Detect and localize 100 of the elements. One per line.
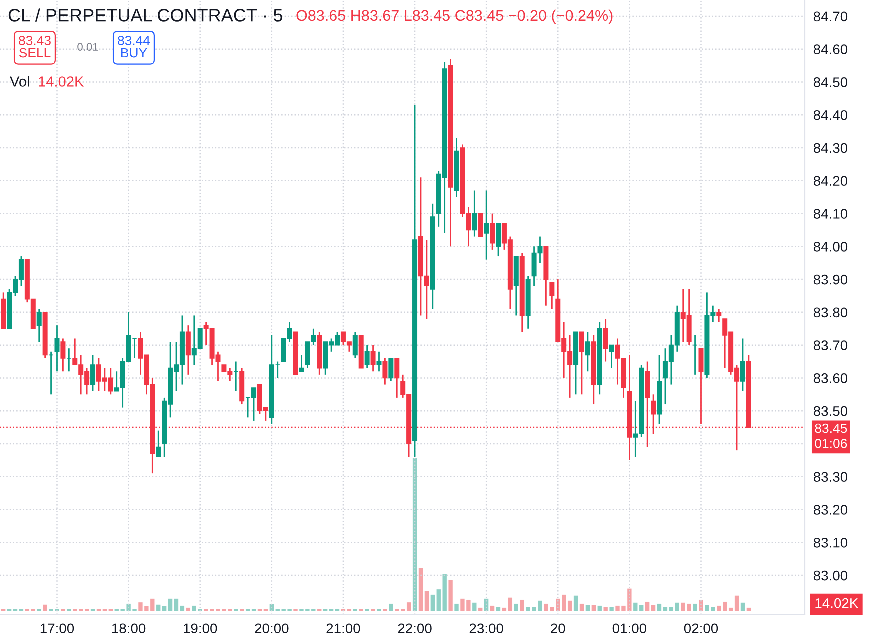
x-tick-label: 19:00 [184, 624, 218, 634]
candlestick [490, 213, 496, 251]
bar [740, 602, 746, 611]
y-tick-label: 84.70 [814, 12, 848, 22]
bar [562, 594, 566, 611]
x-tick-label: 02:00 [684, 624, 718, 634]
candlestick [60, 338, 66, 372]
x-tick-label: 22:00 [398, 624, 432, 634]
candlestick [698, 348, 704, 425]
bar [675, 602, 680, 611]
bar [699, 600, 704, 611]
y-tick-label: 83.30 [814, 472, 848, 482]
candlestick [352, 331, 358, 360]
y-tick-label: 83.70 [814, 340, 848, 350]
candlestick [496, 222, 502, 258]
bar [496, 607, 501, 611]
y-tick-label: 84.50 [814, 78, 848, 88]
annotation: 83.43 SELL [19, 36, 51, 58]
bar [604, 607, 608, 611]
bar [723, 602, 728, 611]
candlestick [36, 308, 42, 343]
candlestick [740, 338, 746, 392]
bar [598, 606, 602, 611]
candlestick [478, 213, 484, 238]
candlestick [716, 308, 722, 323]
y-tick-label: 83.50 [814, 406, 848, 416]
candlestick [585, 331, 590, 372]
x-tick-label: 17:00 [40, 624, 74, 634]
y-tick-label: 84.10 [814, 209, 848, 219]
bar [610, 607, 614, 611]
x-tick-label: 23:00 [470, 624, 504, 634]
bar [424, 591, 430, 611]
candlestick [186, 324, 191, 376]
y-tick-label: 83.80 [814, 308, 848, 318]
candlestick [484, 190, 490, 261]
bar [734, 596, 740, 611]
candlestick [376, 351, 382, 372]
candlestick [90, 354, 96, 392]
y-tick-label: 84.20 [814, 176, 848, 186]
bar [640, 605, 644, 611]
bar [186, 608, 191, 611]
bar [180, 606, 185, 611]
bar [651, 605, 656, 611]
bar [502, 608, 507, 611]
bar [448, 580, 453, 611]
bar [728, 608, 734, 611]
bar [693, 604, 698, 611]
candlestick [472, 190, 478, 238]
y-tick-label: 84.60 [814, 44, 848, 54]
candlestick [394, 358, 400, 399]
y-tick-label: 84.30 [814, 143, 848, 154]
bar [580, 604, 584, 611]
bar [490, 606, 495, 611]
text: 01:06 [815, 439, 848, 448]
bar [43, 604, 48, 611]
annotation: 83.44 BUY [118, 36, 150, 58]
annotation: 0.01 [78, 43, 98, 51]
bar [389, 604, 394, 611]
candlestick [382, 358, 388, 386]
bar [162, 606, 167, 611]
x-tick-label: 18:00 [112, 624, 146, 634]
candlestick [579, 331, 584, 396]
x-tick-label: 20 [551, 624, 566, 634]
bar [634, 602, 638, 611]
bar [746, 608, 752, 611]
bar [645, 602, 650, 611]
candlestick [54, 324, 60, 372]
bar [430, 594, 435, 611]
ref-line-label: 83.45 [815, 424, 848, 434]
x-tick-label: 01:00 [612, 624, 647, 634]
x-tick-label: 20:00 [255, 624, 289, 634]
bar [514, 604, 518, 611]
candlestick [388, 358, 394, 382]
bar [174, 598, 179, 611]
bar [657, 604, 662, 611]
bar [472, 602, 477, 611]
candlestick [364, 344, 370, 370]
bar [478, 608, 483, 611]
bar [663, 607, 668, 611]
bar [168, 598, 173, 611]
candlestick [609, 344, 614, 370]
candlestick [370, 344, 376, 372]
bar [192, 606, 196, 611]
y-tick-label: 84.40 [814, 110, 848, 120]
y-tick-label: 84.00 [814, 242, 848, 252]
annotation: O83.65 H83.67 L83.45 C83.45 −0.20 (−0.24%) [296, 10, 613, 24]
annotation: Vol [10, 76, 30, 87]
y-tick-label: 83.20 [814, 505, 848, 515]
y-tick-label: 83.90 [814, 274, 848, 285]
candlestick [603, 318, 608, 362]
annotation: 14.02K [39, 76, 84, 87]
chart-title: CL / PERPETUAL CONTRACT · 5 [8, 8, 282, 22]
bar [717, 606, 722, 611]
x-tick-label: 21:00 [326, 624, 360, 634]
bar [454, 604, 459, 611]
candlestick [156, 430, 162, 458]
text: 14.02K [816, 598, 859, 608]
bar [592, 605, 596, 611]
bar [574, 596, 578, 611]
bar [520, 600, 524, 611]
